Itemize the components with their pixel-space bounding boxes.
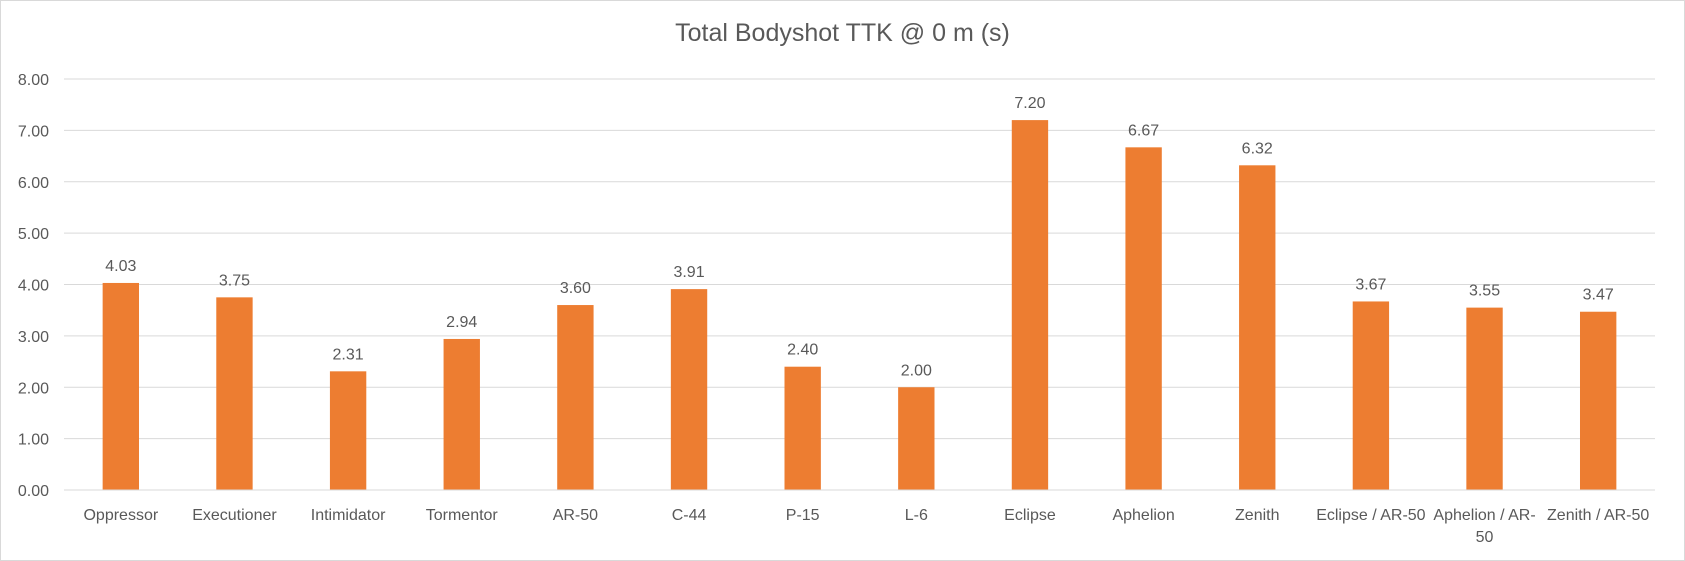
category-label: Aphelion / AR- xyxy=(1433,507,1535,524)
data-label: 6.32 xyxy=(1242,140,1273,157)
chart-title: Total Bodyshot TTK @ 0 m (s) xyxy=(675,19,1010,47)
data-label: 3.55 xyxy=(1469,283,1500,300)
y-tick-label: 3.00 xyxy=(18,329,49,346)
category-label: Oppressor xyxy=(83,507,158,524)
category-label: Eclipse / AR-50 xyxy=(1316,507,1425,524)
y-tick-label: 0.00 xyxy=(18,483,49,500)
data-label: 3.60 xyxy=(560,280,591,297)
y-tick-label: 4.00 xyxy=(18,278,49,295)
bar xyxy=(670,289,708,490)
category-label: Executioner xyxy=(192,507,277,524)
category-label: C-44 xyxy=(672,507,707,524)
data-label: 2.40 xyxy=(787,342,818,359)
category-label: Zenith / AR-50 xyxy=(1547,507,1649,524)
bar xyxy=(784,366,821,490)
y-tick-label: 8.00 xyxy=(18,72,49,89)
bar xyxy=(898,387,935,490)
y-tick-label: 5.00 xyxy=(18,226,49,243)
bar xyxy=(1466,307,1503,490)
bar xyxy=(329,371,367,490)
data-label: 7.20 xyxy=(1014,95,1045,112)
data-label: 2.31 xyxy=(333,346,364,363)
data-label: 3.75 xyxy=(219,272,250,289)
bar xyxy=(1579,311,1617,490)
bar xyxy=(557,305,594,490)
y-tick-label: 2.00 xyxy=(18,380,49,397)
data-label: 3.91 xyxy=(673,264,704,281)
data-label: 4.03 xyxy=(105,258,136,275)
bar xyxy=(1239,165,1276,490)
data-label: 2.94 xyxy=(446,314,477,331)
category-label: 50 xyxy=(1476,529,1494,546)
y-tick-label: 1.00 xyxy=(18,432,49,449)
y-tick-label: 7.00 xyxy=(18,123,49,140)
bar xyxy=(216,297,253,490)
data-label: 2.00 xyxy=(901,362,932,379)
bar xyxy=(443,338,480,490)
bar xyxy=(1011,120,1049,490)
category-label: Aphelion xyxy=(1112,507,1174,524)
category-label: Tormentor xyxy=(426,507,499,524)
category-label: Zenith xyxy=(1235,507,1279,524)
category-label: AR-50 xyxy=(553,507,598,524)
data-label: 3.67 xyxy=(1355,276,1386,293)
bar xyxy=(1352,301,1390,490)
bar xyxy=(102,282,140,490)
data-label: 3.47 xyxy=(1583,287,1614,304)
category-label: Eclipse xyxy=(1004,507,1056,524)
y-tick-label: 6.00 xyxy=(18,175,49,192)
category-label: P-15 xyxy=(786,507,820,524)
data-label: 6.67 xyxy=(1128,122,1159,139)
category-label: L-6 xyxy=(905,507,928,524)
category-label: Intimidator xyxy=(311,507,386,524)
bar xyxy=(1125,147,1162,491)
